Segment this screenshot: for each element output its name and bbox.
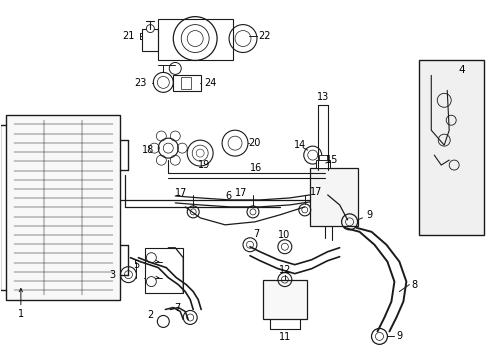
Text: 11: 11 — [278, 332, 290, 342]
Bar — [263, 280, 306, 319]
Text: 12: 12 — [278, 265, 290, 275]
Text: 4: 4 — [458, 66, 465, 76]
Text: 17: 17 — [234, 188, 247, 198]
Text: 2: 2 — [147, 310, 153, 320]
Text: 17: 17 — [175, 188, 187, 198]
Bar — [173, 75, 201, 91]
Text: 16: 16 — [249, 163, 262, 173]
Text: 7: 7 — [174, 302, 180, 312]
Bar — [181, 77, 191, 89]
Bar — [158, 19, 233, 60]
Text: 24: 24 — [203, 78, 216, 88]
Text: 18: 18 — [142, 145, 154, 155]
Text: 7: 7 — [252, 229, 259, 239]
Text: 3: 3 — [109, 270, 115, 280]
Bar — [419, 60, 483, 235]
Text: 17: 17 — [309, 187, 321, 197]
Text: 13: 13 — [316, 92, 328, 102]
Text: 1: 1 — [18, 310, 24, 319]
Text: 14: 14 — [293, 140, 305, 150]
Text: 8: 8 — [410, 280, 417, 289]
Text: 9: 9 — [396, 332, 402, 341]
Bar — [145, 248, 183, 293]
Bar — [142, 28, 158, 50]
Text: 15: 15 — [325, 155, 337, 165]
Text: 20: 20 — [247, 138, 260, 148]
Bar — [309, 168, 357, 226]
Bar — [6, 115, 120, 300]
Text: 9: 9 — [366, 210, 372, 220]
Bar — [318, 155, 326, 160]
Text: 22: 22 — [258, 31, 271, 41]
Text: 6: 6 — [224, 191, 231, 201]
Text: 5: 5 — [133, 260, 139, 270]
Circle shape — [146, 24, 154, 32]
Text: 21: 21 — [122, 31, 134, 41]
Text: 19: 19 — [198, 160, 210, 170]
Text: 23: 23 — [134, 78, 146, 88]
Text: 10: 10 — [277, 230, 289, 240]
Bar — [315, 160, 329, 168]
